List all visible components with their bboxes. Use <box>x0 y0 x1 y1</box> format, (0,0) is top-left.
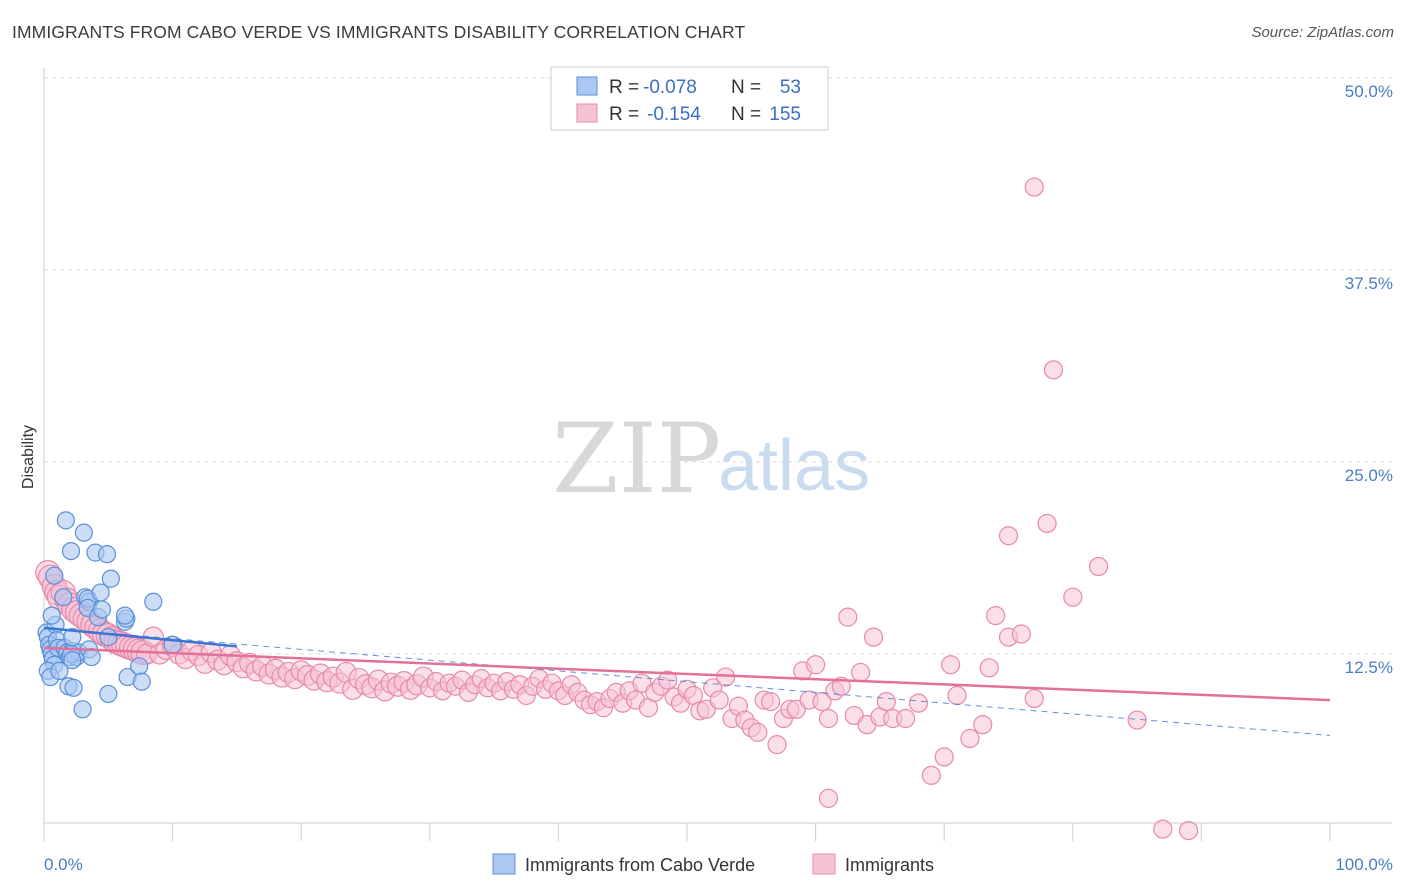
cabo-verde-point <box>91 583 110 602</box>
bottom-legend-swatch-pink <box>812 853 836 875</box>
immigrants-point <box>748 722 768 742</box>
immigrants-point <box>1063 587 1083 607</box>
cabo-verde-points <box>37 511 182 719</box>
immigrants-point <box>863 627 884 647</box>
immigrants-point <box>934 747 954 767</box>
immigrants-point <box>876 692 896 712</box>
immigrants-point <box>986 605 1006 626</box>
cabo-verde-point <box>54 588 73 607</box>
immigrants-point <box>1153 819 1173 839</box>
correlation-legend: R = -0.078 N = 53 R = -0.154 N = 155 <box>550 66 829 131</box>
immigrants-point <box>960 728 980 749</box>
cabo-verde-trend-line <box>43 626 238 648</box>
cabo-verde-point <box>101 569 120 588</box>
legend-r-label-2: R = <box>609 104 639 125</box>
immigrants-point <box>947 685 967 706</box>
cabo-verde-point <box>130 657 149 676</box>
cabo-verde-point <box>115 606 135 625</box>
immigrants-point <box>818 788 839 808</box>
cabo-verde-point <box>97 545 117 564</box>
immigrants-point <box>851 662 871 683</box>
immigrants-point <box>921 765 941 785</box>
y-tick-label: 12.5% <box>1345 658 1393 677</box>
immigrants-point <box>658 670 678 690</box>
legend-r-value-2: -0.154 <box>647 104 701 125</box>
legend-swatch-blue <box>576 76 598 96</box>
immigrants-point <box>1037 513 1057 534</box>
x-tick-label-max: 100.0% <box>1335 855 1393 874</box>
chart-source: Source: ZipAtlas.com <box>1251 24 1394 41</box>
immigrants-point <box>767 735 787 755</box>
cabo-verde-point <box>92 600 111 619</box>
bottom-legend-label-immigrants: Immigrants <box>845 855 934 875</box>
grid-lines <box>44 77 1392 655</box>
immigrants-point <box>1178 821 1199 841</box>
immigrants-point <box>1043 360 1064 380</box>
immigrants-point <box>973 715 993 735</box>
immigrants-point <box>908 693 929 713</box>
immigrants-point <box>1088 556 1109 577</box>
immigrants-point <box>709 690 729 710</box>
watermark: ZIP atlas <box>552 403 870 515</box>
cabo-verde-point <box>42 606 61 625</box>
legend-r-label-1: R = <box>609 77 639 98</box>
cabo-verde-point <box>61 541 81 561</box>
immigrants-point <box>1011 624 1031 644</box>
y-tick-label: 50.0% <box>1345 82 1393 101</box>
cabo-verde-point <box>63 651 82 670</box>
immigrants-point <box>941 655 961 675</box>
legend-n-label-1: N = <box>731 77 761 98</box>
immigrants-point <box>760 692 781 712</box>
legend-r-value-1: -0.078 <box>643 77 697 98</box>
immigrants-point <box>838 607 858 627</box>
cabo-verde-point <box>74 523 93 542</box>
immigrants-point <box>1024 177 1044 197</box>
cabo-verde-point <box>64 678 83 697</box>
cabo-verde-point <box>99 684 118 704</box>
chart-title: IMMIGRANTS FROM CABO VERDE VS IMMIGRANTS… <box>12 22 746 42</box>
immigrants-point <box>818 708 839 729</box>
immigrants-point <box>896 708 916 729</box>
immigrants-point <box>1024 688 1044 709</box>
watermark-atlas: atlas <box>718 426 870 506</box>
legend-swatch-pink <box>576 103 598 123</box>
immigrants-point <box>979 658 999 678</box>
x-tick-label-min: 0.0% <box>44 855 83 874</box>
cabo-verde-point <box>45 566 64 585</box>
legend-n-value-2: 155 <box>769 104 801 125</box>
cabo-verde-point <box>144 592 163 611</box>
cabo-verde-point <box>99 628 118 647</box>
cabo-verde-point <box>132 672 151 691</box>
y-tick-label: 37.5% <box>1345 274 1393 293</box>
cabo-verde-point <box>50 661 69 680</box>
cabo-verde-point <box>56 511 75 530</box>
y-tick-label: 25.0% <box>1345 466 1393 485</box>
y-axis-label: Disability <box>20 425 37 489</box>
legend-n-value-1: 53 <box>780 77 801 98</box>
trend-lines <box>43 626 1331 736</box>
tick-labels: 12.5% 25.0% 37.5% 50.0% 0.0% 100.0% <box>44 82 1393 874</box>
bottom-legend-swatch-blue <box>492 853 516 875</box>
cabo-verde-point <box>73 700 92 719</box>
bottom-legend-label-cabo-verde: Immigrants from Cabo Verde <box>525 855 755 875</box>
immigrants-point <box>998 526 1019 546</box>
immigrants-point <box>831 676 851 696</box>
immigrants-trend-line <box>43 646 1331 702</box>
series-legend: Immigrants from Cabo Verde Immigrants <box>492 853 934 875</box>
immigrants-point <box>812 692 832 712</box>
watermark-zip: ZIP <box>552 403 721 515</box>
immigrants-point <box>805 655 826 675</box>
legend-n-label-2: N = <box>731 104 761 125</box>
